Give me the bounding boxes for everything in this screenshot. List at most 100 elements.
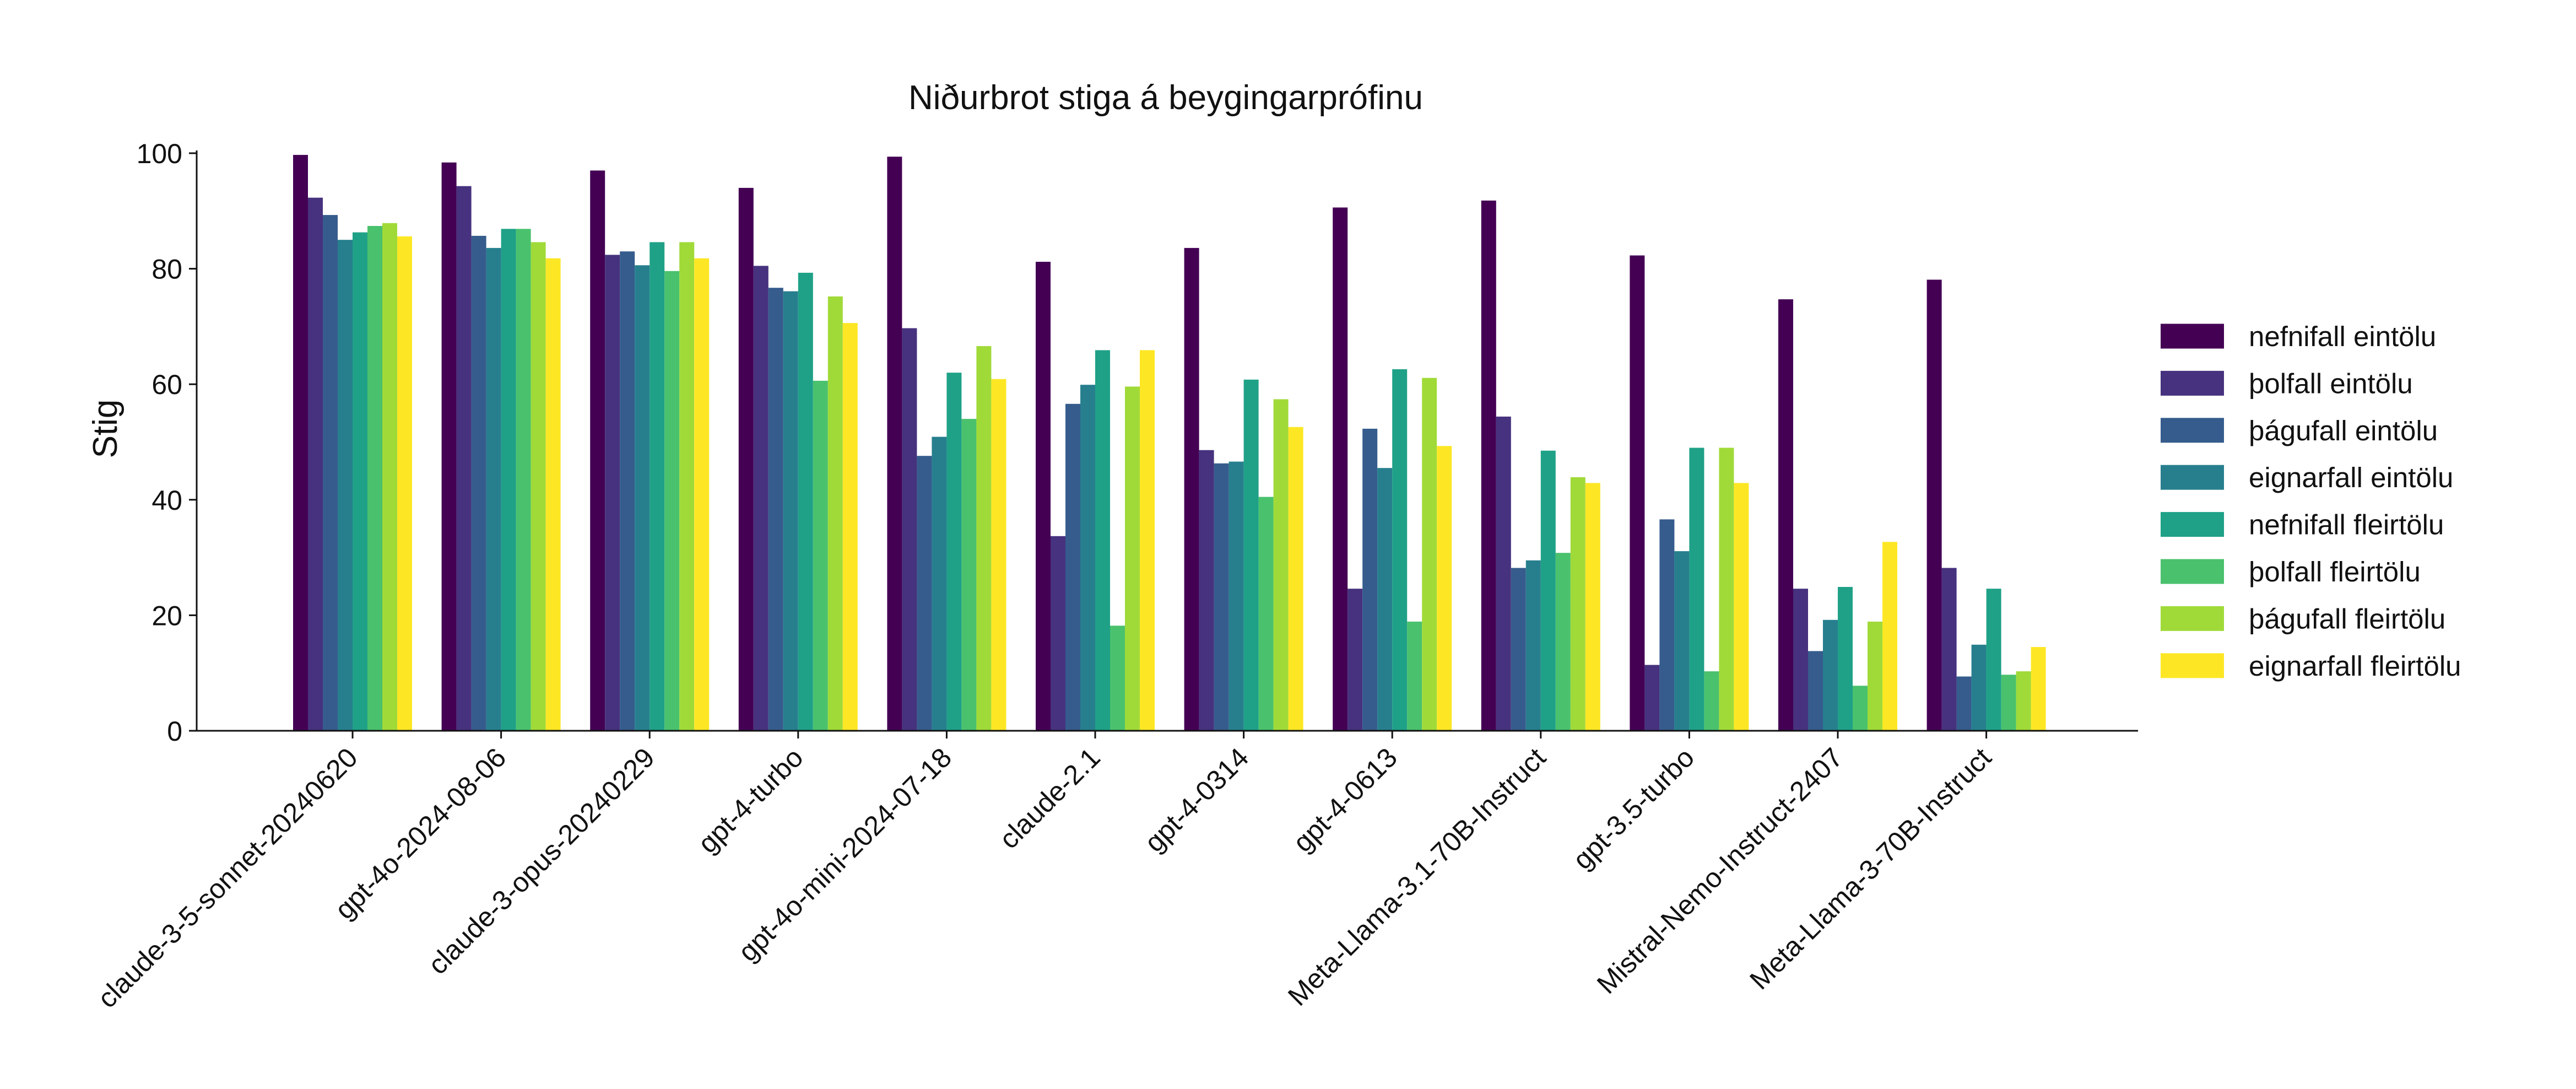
bar — [1585, 483, 1600, 731]
bar — [783, 291, 798, 731]
bar — [827, 296, 843, 731]
bar — [308, 197, 323, 731]
bar — [1838, 587, 1853, 731]
bar — [1407, 621, 1422, 731]
bar-group — [1630, 255, 1749, 731]
bar — [605, 255, 620, 731]
bar — [501, 229, 516, 731]
bar-group — [738, 187, 858, 731]
legend-swatch — [2161, 606, 2224, 631]
bar — [1986, 589, 2001, 731]
bar — [768, 288, 783, 731]
legend-swatch — [2161, 653, 2224, 678]
bar — [1525, 560, 1541, 731]
bar — [1689, 448, 1704, 731]
x-tick-label: claude-2.1 — [993, 742, 1106, 855]
legend-label: nefnifall eintölu — [2249, 321, 2436, 352]
bar — [1095, 350, 1110, 731]
x-tick-label: gpt-4-0613 — [1287, 742, 1403, 858]
bar — [1243, 379, 1259, 731]
legend-item: þolfall eintölu — [2161, 368, 2413, 399]
bar — [471, 235, 486, 731]
bar — [1422, 378, 1437, 731]
bar-group — [1926, 279, 2046, 731]
bar — [961, 419, 977, 731]
bar — [991, 379, 1006, 731]
bar — [1496, 416, 1511, 731]
bar-group — [1481, 200, 1600, 731]
legend-label: eignarfall eintölu — [2249, 462, 2453, 493]
bar — [1719, 448, 1734, 731]
x-tick-label: Mistral-Nemo-Instruct-2407 — [1591, 742, 1849, 1000]
x-tick-label: gpt-3.5-turbo — [1567, 742, 1700, 875]
bar — [1882, 542, 1897, 731]
bar — [516, 229, 531, 731]
bar — [1511, 568, 1526, 731]
legend-label: þágufall eintölu — [2249, 415, 2438, 446]
bar — [1229, 461, 1244, 731]
bar — [1110, 626, 1125, 731]
bar — [382, 223, 397, 731]
y-tick-label: 80 — [151, 254, 182, 285]
bar — [650, 242, 665, 731]
bar — [1199, 450, 1214, 731]
legend-label: eignarfall fleirtölu — [2249, 650, 2461, 682]
bar — [635, 265, 650, 731]
bar — [1956, 676, 1972, 731]
bar-group — [1778, 299, 1897, 731]
bar — [1630, 255, 1645, 731]
legend-item: eignarfall eintölu — [2161, 462, 2453, 493]
bar — [456, 186, 472, 731]
bar — [1674, 551, 1690, 731]
legend-item: nefnifall fleirtölu — [2161, 509, 2444, 541]
bar — [1555, 553, 1571, 731]
bar — [545, 258, 561, 731]
bar — [293, 155, 308, 731]
bar — [887, 157, 902, 731]
y-tick-label: 0 — [167, 716, 182, 747]
bar — [932, 436, 947, 731]
bar — [441, 162, 457, 731]
y-tick-label: 100 — [137, 138, 182, 169]
x-tick-label: gpt-4-0314 — [1139, 742, 1255, 858]
bar-group — [1036, 262, 1155, 731]
bar — [1644, 665, 1660, 731]
y-tick-label: 60 — [151, 369, 182, 400]
bar-group — [441, 162, 561, 731]
y-axis-label: Stig — [86, 400, 125, 459]
bar — [1125, 386, 1140, 731]
bar — [1540, 450, 1556, 731]
bar — [1704, 671, 1719, 731]
chart-title: Niðurbrot stiga á beygingarprófinu — [908, 79, 1423, 117]
bar — [1288, 427, 1303, 731]
legend-swatch — [2161, 465, 2224, 490]
legend: nefnifall eintölu þolfall eintölu þágufall… — [2161, 321, 2461, 682]
bar — [1659, 519, 1675, 731]
bar — [1258, 497, 1274, 731]
legend-item: þágufall eintölu — [2161, 415, 2438, 446]
bar-group — [293, 155, 412, 731]
bar — [323, 215, 338, 731]
bar — [1926, 279, 1942, 731]
legend-item: eignarfall fleirtölu — [2161, 650, 2461, 682]
legend-swatch — [2161, 512, 2224, 537]
bar-group — [1184, 247, 1303, 731]
bar — [842, 323, 858, 731]
bar — [1734, 483, 1749, 731]
legend-label: þágufall fleirtölu — [2249, 603, 2445, 634]
bar — [1080, 385, 1095, 731]
bar — [2016, 671, 2031, 731]
bar — [620, 251, 635, 731]
bar — [1333, 207, 1348, 731]
bar — [1347, 589, 1363, 731]
bar — [753, 266, 769, 731]
bar — [486, 247, 501, 731]
bar — [813, 380, 828, 731]
legend-label: þolfall fleirtölu — [2249, 556, 2421, 587]
bar — [1778, 299, 1793, 731]
bars-layer — [293, 155, 2046, 731]
bar — [902, 328, 917, 731]
x-tick-label: gpt-4-turbo — [692, 742, 809, 859]
bar — [1377, 468, 1393, 731]
bar — [1184, 247, 1199, 731]
